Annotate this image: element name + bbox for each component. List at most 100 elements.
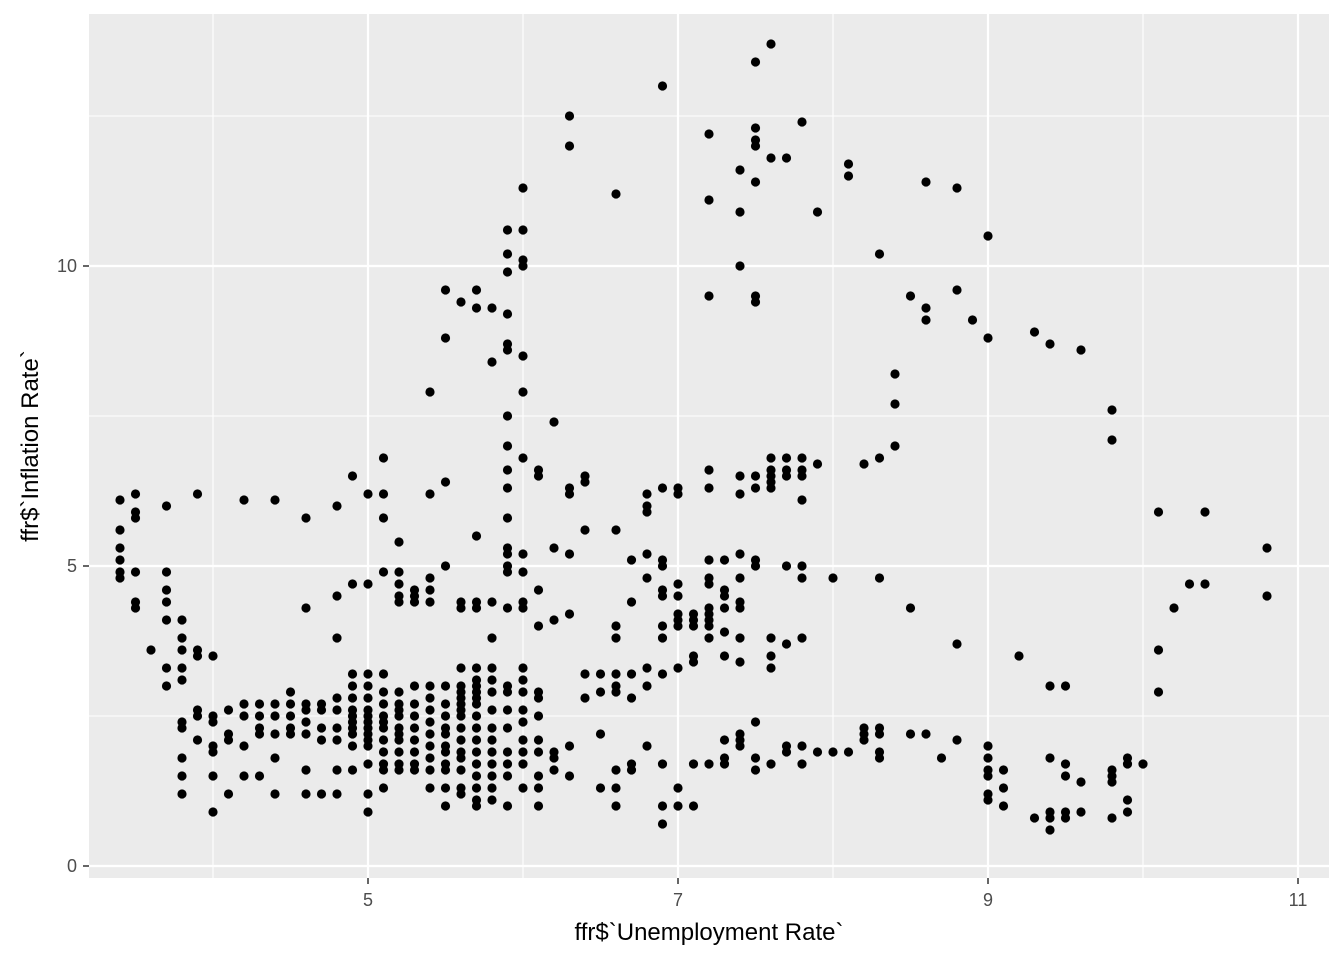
data-point <box>564 609 575 619</box>
data-point <box>347 693 358 703</box>
data-point <box>859 735 869 745</box>
data-point <box>611 669 621 679</box>
data-point <box>828 573 838 583</box>
data-point <box>564 489 575 499</box>
data-point <box>425 741 435 751</box>
data-point <box>1138 759 1148 769</box>
data-point <box>363 579 373 589</box>
data-point <box>425 489 435 499</box>
data-point <box>378 489 389 499</box>
data-point <box>673 579 683 589</box>
data-point <box>363 669 373 679</box>
data-point <box>797 759 807 769</box>
data-point <box>301 729 311 739</box>
data-point <box>177 789 187 799</box>
data-point <box>487 735 497 745</box>
data-point <box>657 759 668 769</box>
data-point <box>146 645 156 655</box>
data-point <box>688 801 699 811</box>
data-point <box>642 489 652 499</box>
data-point <box>611 687 621 697</box>
data-point <box>518 687 528 697</box>
data-point <box>735 471 745 481</box>
data-point <box>843 171 854 181</box>
data-point <box>301 789 311 799</box>
data-point <box>952 183 962 193</box>
data-point <box>735 603 745 613</box>
data-point <box>502 465 513 475</box>
data-point <box>502 759 513 769</box>
data-point <box>750 753 761 763</box>
data-point <box>471 747 482 757</box>
data-point <box>704 129 714 139</box>
data-point <box>518 675 528 685</box>
data-point <box>766 483 776 493</box>
data-point <box>750 561 761 571</box>
data-point <box>1153 507 1164 517</box>
data-point <box>812 747 823 757</box>
data-point <box>642 663 652 673</box>
data-point <box>502 513 513 523</box>
data-point <box>115 495 125 505</box>
data-point <box>1029 327 1040 337</box>
data-point <box>998 801 1009 811</box>
data-point <box>874 573 885 583</box>
data-point <box>409 747 420 757</box>
data-point <box>518 603 528 613</box>
data-point <box>487 675 497 685</box>
data-point <box>626 693 637 703</box>
data-point <box>301 513 311 523</box>
data-point <box>781 471 792 481</box>
data-point <box>797 633 807 643</box>
data-point <box>409 735 420 745</box>
data-point <box>642 507 652 517</box>
data-point <box>704 621 714 631</box>
data-point <box>828 747 838 757</box>
data-point <box>673 591 683 601</box>
data-point <box>797 573 807 583</box>
data-point <box>192 651 203 661</box>
data-point <box>440 801 451 811</box>
data-point <box>270 711 280 721</box>
data-point <box>905 729 916 739</box>
data-point <box>735 633 745 643</box>
data-point <box>425 729 435 739</box>
data-point <box>378 453 389 463</box>
data-point <box>874 753 885 763</box>
data-point <box>921 303 931 313</box>
data-point <box>704 555 714 565</box>
data-point <box>673 801 683 811</box>
data-point <box>518 183 528 193</box>
data-point <box>735 741 745 751</box>
data-point <box>301 765 311 775</box>
data-point <box>750 717 761 727</box>
data-point <box>440 711 451 721</box>
data-point <box>115 573 125 583</box>
data-point <box>316 735 327 745</box>
data-point <box>471 783 482 793</box>
data-point <box>611 525 621 535</box>
y-tick-label: 10 <box>57 256 77 276</box>
data-point <box>425 681 435 691</box>
x-axis: 5 7 9 11 <box>363 878 1307 910</box>
data-point <box>471 285 482 295</box>
data-point <box>239 741 249 751</box>
data-point <box>673 489 683 499</box>
data-point <box>254 711 265 721</box>
data-point <box>456 297 466 307</box>
data-point <box>564 111 575 121</box>
data-point <box>130 513 141 523</box>
data-point <box>657 633 668 643</box>
data-point <box>177 771 187 781</box>
data-point <box>533 783 544 793</box>
data-point <box>301 705 311 715</box>
data-point <box>905 291 916 301</box>
data-point <box>611 621 621 631</box>
data-point <box>394 567 404 577</box>
data-point <box>332 693 342 703</box>
data-point <box>471 759 482 769</box>
data-point <box>270 729 280 739</box>
x-tick-label: 9 <box>983 890 993 910</box>
data-point <box>347 669 358 679</box>
data-point <box>347 681 358 691</box>
